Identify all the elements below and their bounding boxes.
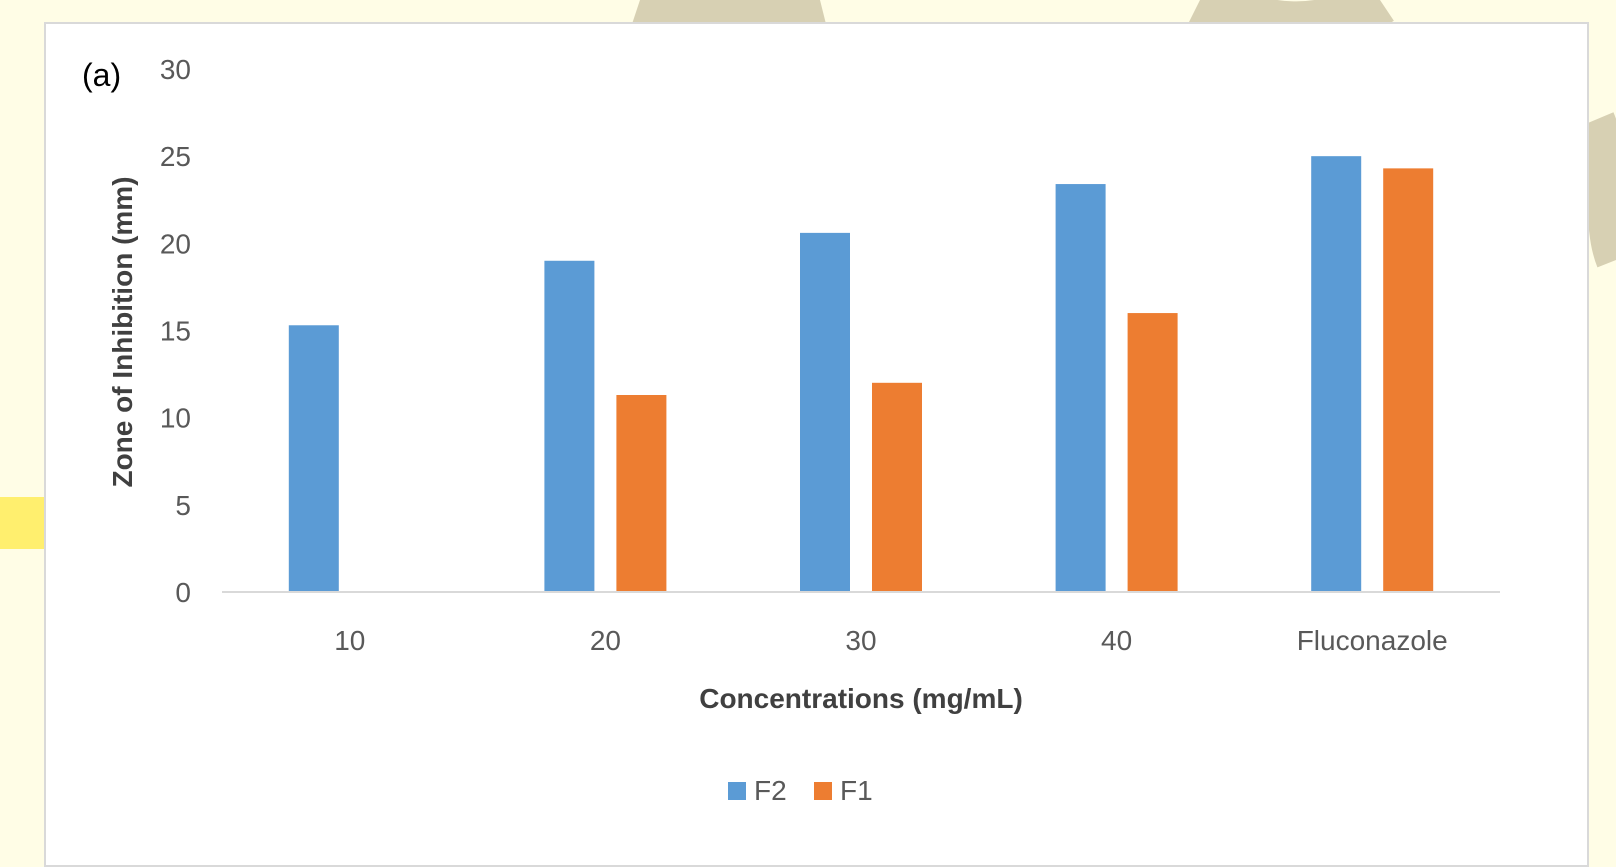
- legend-swatch-f2: [728, 782, 746, 800]
- bar-f1-fluconazole: [1383, 168, 1433, 592]
- watermark-swirl: [640, 0, 820, 13]
- x-tick-label: 10: [334, 625, 365, 656]
- x-tick-label: 30: [845, 625, 876, 656]
- bar-f1-40: [1128, 313, 1178, 592]
- y-axis-title: Zone of Inhibition (mm): [107, 176, 138, 487]
- bar-f2-10: [289, 325, 339, 592]
- y-tick-label: 5: [175, 490, 191, 521]
- y-tick-label: 10: [160, 403, 191, 434]
- bar-f2-20: [544, 261, 594, 592]
- bar-f2-30: [800, 233, 850, 592]
- watermark-swirl: [1595, 120, 1616, 260]
- x-axis-ticks: 10 20 30 40 Fluconazole: [334, 625, 1447, 656]
- legend-label-f2: F2: [754, 775, 787, 806]
- bar-f2-40: [1056, 184, 1106, 592]
- x-tick-label: 20: [590, 625, 621, 656]
- bar-chart: (a) 0 5 10 15 20 25 30 10 20 30 40 Fluconazole Zon…: [46, 24, 1587, 865]
- chart-panel: (a) 0 5 10 15 20 25 30 10 20 30 40 Fluconazole Zon…: [44, 22, 1589, 867]
- legend-swatch-f1: [814, 782, 832, 800]
- legend: F2 F1: [728, 775, 873, 806]
- y-tick-label: 20: [160, 228, 191, 259]
- y-tick-label: 15: [160, 316, 191, 347]
- y-tick-label: 0: [175, 577, 191, 608]
- yellow-highlight-strip: [0, 497, 44, 549]
- bar-f2-fluconazole: [1311, 156, 1361, 592]
- x-tick-label: 40: [1101, 625, 1132, 656]
- bar-f1-20: [616, 395, 666, 592]
- bar-f1-30: [872, 383, 922, 592]
- bars: [289, 156, 1433, 592]
- y-axis-ticks: 0 5 10 15 20 25 30: [160, 54, 191, 608]
- panel-label: (a): [82, 57, 121, 93]
- y-tick-label: 25: [160, 141, 191, 172]
- x-tick-label: Fluconazole: [1297, 625, 1448, 656]
- y-tick-label: 30: [160, 54, 191, 85]
- legend-label-f1: F1: [840, 775, 873, 806]
- x-axis-title: Concentrations (mg/mL): [699, 683, 1023, 714]
